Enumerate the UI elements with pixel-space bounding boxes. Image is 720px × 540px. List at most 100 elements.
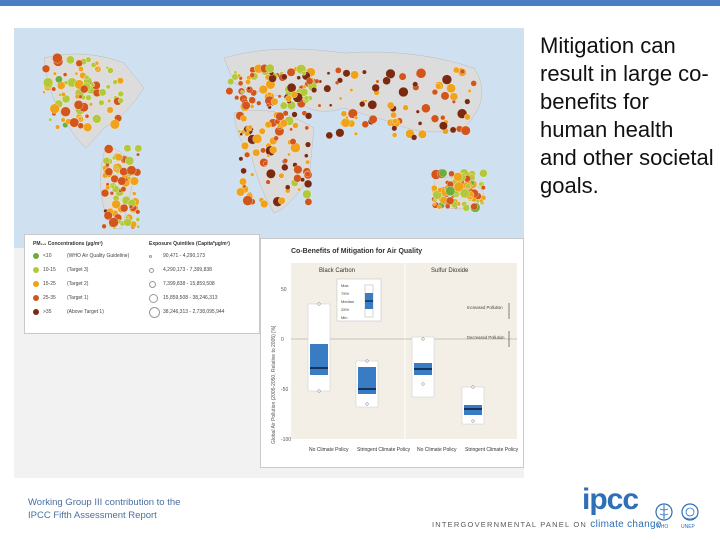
map-dot [338, 96, 343, 101]
map-dot [42, 90, 46, 94]
map-dot [385, 68, 396, 79]
who-emblem-icon [655, 503, 673, 521]
map-dot [449, 126, 457, 134]
map-dot [304, 198, 313, 206]
map-dot [430, 114, 440, 123]
map-dot [468, 196, 473, 200]
map-dot [289, 138, 297, 145]
legend-row: 10-15 (Target 3) 4,290,173 - 7,399,838 [31, 265, 255, 275]
box-whisker-point [421, 382, 425, 386]
map-dot [249, 72, 255, 78]
map-dot [340, 110, 348, 117]
map-dot [125, 156, 135, 166]
map-dot [132, 191, 137, 196]
map-dot [311, 87, 318, 93]
map-dot [303, 95, 309, 101]
map-dot [107, 99, 112, 103]
map-dot [282, 158, 288, 164]
x-category-labels: No Climate Policy Stringent Climate Poli… [309, 447, 519, 453]
map-dot [135, 209, 141, 215]
map-dot [94, 66, 99, 72]
map-dot [462, 204, 470, 212]
unep-label: UNEP [681, 524, 695, 530]
map-dot [335, 67, 342, 74]
map-dot [107, 67, 114, 74]
map-dot [104, 144, 114, 154]
legend-size-ring [149, 281, 156, 288]
map-dot [63, 80, 69, 85]
map-dot [291, 111, 298, 118]
map-dot [412, 81, 419, 88]
map-dot [119, 203, 129, 213]
map-dot [66, 55, 75, 65]
map-dot [329, 103, 333, 107]
map-dot [304, 171, 311, 178]
legend-row: 15-25 (Target 2) 7,399,838 - 15,859,508 [31, 279, 255, 289]
map-dot [247, 124, 253, 130]
map-dot [258, 84, 268, 95]
legend-row: >35 (Above Target 1) 38,246,313 - 2,738,… [31, 307, 255, 318]
chart-title: Co-Benefits of Mitigation for Air Qualit… [291, 248, 422, 255]
map-dot [281, 163, 289, 171]
map-dot [98, 99, 105, 106]
map-dot [287, 152, 291, 157]
map-dot [48, 117, 53, 122]
map-dot [249, 104, 255, 109]
footer-line-1: Working Group III contribution to the [28, 497, 181, 508]
map-dot [265, 63, 275, 73]
map-dot [227, 78, 235, 86]
map-dot [417, 121, 423, 126]
map-dot [88, 102, 93, 107]
map-dot [136, 152, 140, 157]
xlabel-so2-no-policy: No Climate Policy [417, 447, 457, 453]
box-whisker-point [421, 337, 425, 341]
map-dot [445, 186, 456, 196]
map-dot [435, 83, 442, 90]
map-dot [398, 86, 409, 98]
legend-conc: >35 [43, 309, 52, 315]
map-dot [60, 106, 71, 117]
map-dot [479, 169, 488, 178]
map-dot [367, 100, 378, 110]
legend-25: 25% [341, 307, 349, 312]
y-tick-label: 50 [281, 287, 287, 293]
map-dot [465, 183, 472, 190]
footer-line-2: IPCC Fifth Assessment Report [28, 510, 157, 521]
map-dot [237, 129, 242, 134]
box-iqr [358, 367, 376, 394]
y-tick-label: 0 [281, 337, 284, 343]
legend-target: (Target 1) [67, 295, 89, 301]
map-dot [301, 70, 307, 76]
legend-exposure-header: Exposure Quintiles (Capita*µg/m³) [149, 241, 230, 247]
map-dot [446, 196, 455, 205]
map-dot [392, 118, 398, 125]
map-dot [305, 112, 313, 120]
map-dot [110, 184, 115, 189]
legend-row: 25-35 (Target 1) 15,859,508 - 38,246,313 [31, 293, 255, 303]
legend-target: (Above Target 1) [67, 309, 104, 315]
map-dot [237, 80, 244, 86]
map-dot [264, 121, 272, 129]
map-dot [90, 62, 97, 68]
legend-size-ring [149, 268, 154, 273]
box-whisker-point [471, 419, 475, 423]
legend-quintile: 15,859,508 - 38,246,313 [163, 295, 218, 301]
who-label: WHO [656, 524, 669, 530]
map-dot [411, 134, 418, 141]
map-dot [263, 161, 268, 166]
map-dot [359, 101, 366, 108]
map-dot [78, 116, 82, 121]
xlabel-so2-stringent: Stringent Climate Policy [465, 447, 519, 453]
legend-dot [33, 267, 39, 273]
map-dot [317, 103, 322, 108]
map-dot [242, 195, 253, 206]
map-dot [100, 189, 110, 198]
map-dot [60, 117, 66, 123]
map-dot [286, 67, 296, 77]
map-dot [391, 132, 398, 138]
group-label-sulfur-dioxide: Sulfur Dioxide [431, 268, 469, 274]
map-dot [260, 147, 266, 154]
map-dot [300, 177, 305, 183]
map-dot [354, 115, 359, 120]
map-dot [90, 82, 95, 88]
